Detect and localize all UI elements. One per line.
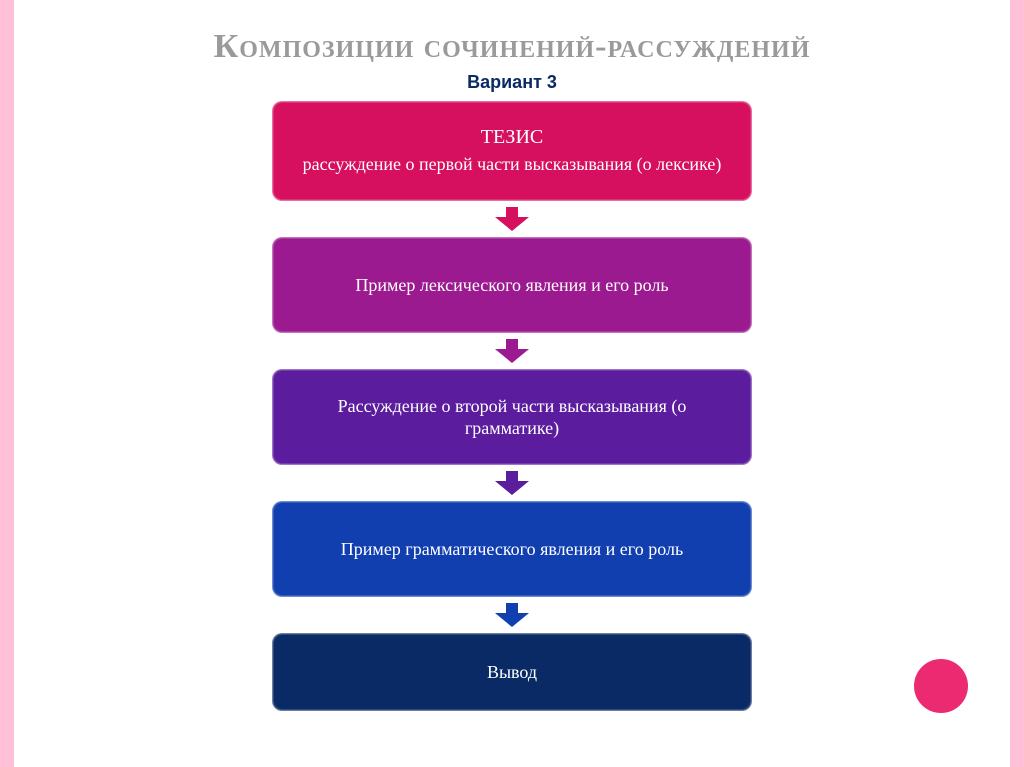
slide-content: Композиции сочинений-рассуждений Вариант… bbox=[14, 0, 1010, 767]
box-text: Пример лексического явления и его роль bbox=[355, 274, 668, 297]
arrow-down-icon bbox=[495, 603, 529, 627]
arrow-down-icon bbox=[495, 207, 529, 231]
arrow-down-icon bbox=[495, 339, 529, 363]
flow-box-thesis: ТЕЗИС рассуждение о первой части высказы… bbox=[272, 101, 752, 201]
subtitle: Вариант 3 bbox=[50, 72, 974, 93]
flow-box-grammar-reasoning: Рассуждение о второй части высказывания … bbox=[272, 369, 752, 465]
flow-box-conclusion: Вывод bbox=[272, 633, 752, 711]
box-text: Вывод bbox=[487, 661, 537, 684]
box-heading: ТЕЗИС bbox=[481, 126, 543, 149]
box-text: рассуждение о первой части высказывания … bbox=[303, 153, 722, 176]
flowchart: ТЕЗИС рассуждение о первой части высказы… bbox=[50, 101, 974, 711]
frame-border-left bbox=[0, 0, 14, 767]
flow-box-lexical-example: Пример лексического явления и его роль bbox=[272, 237, 752, 333]
frame-border-right bbox=[1010, 0, 1024, 767]
flow-box-grammar-example: Пример грамматического явления и его рол… bbox=[272, 501, 752, 597]
page-title: Композиции сочинений-рассуждений bbox=[50, 28, 974, 66]
accent-circle-icon bbox=[914, 659, 968, 713]
arrow-down-icon bbox=[495, 471, 529, 495]
box-text: Пример грамматического явления и его рол… bbox=[341, 538, 683, 561]
box-text: Рассуждение о второй части высказывания … bbox=[291, 395, 733, 440]
